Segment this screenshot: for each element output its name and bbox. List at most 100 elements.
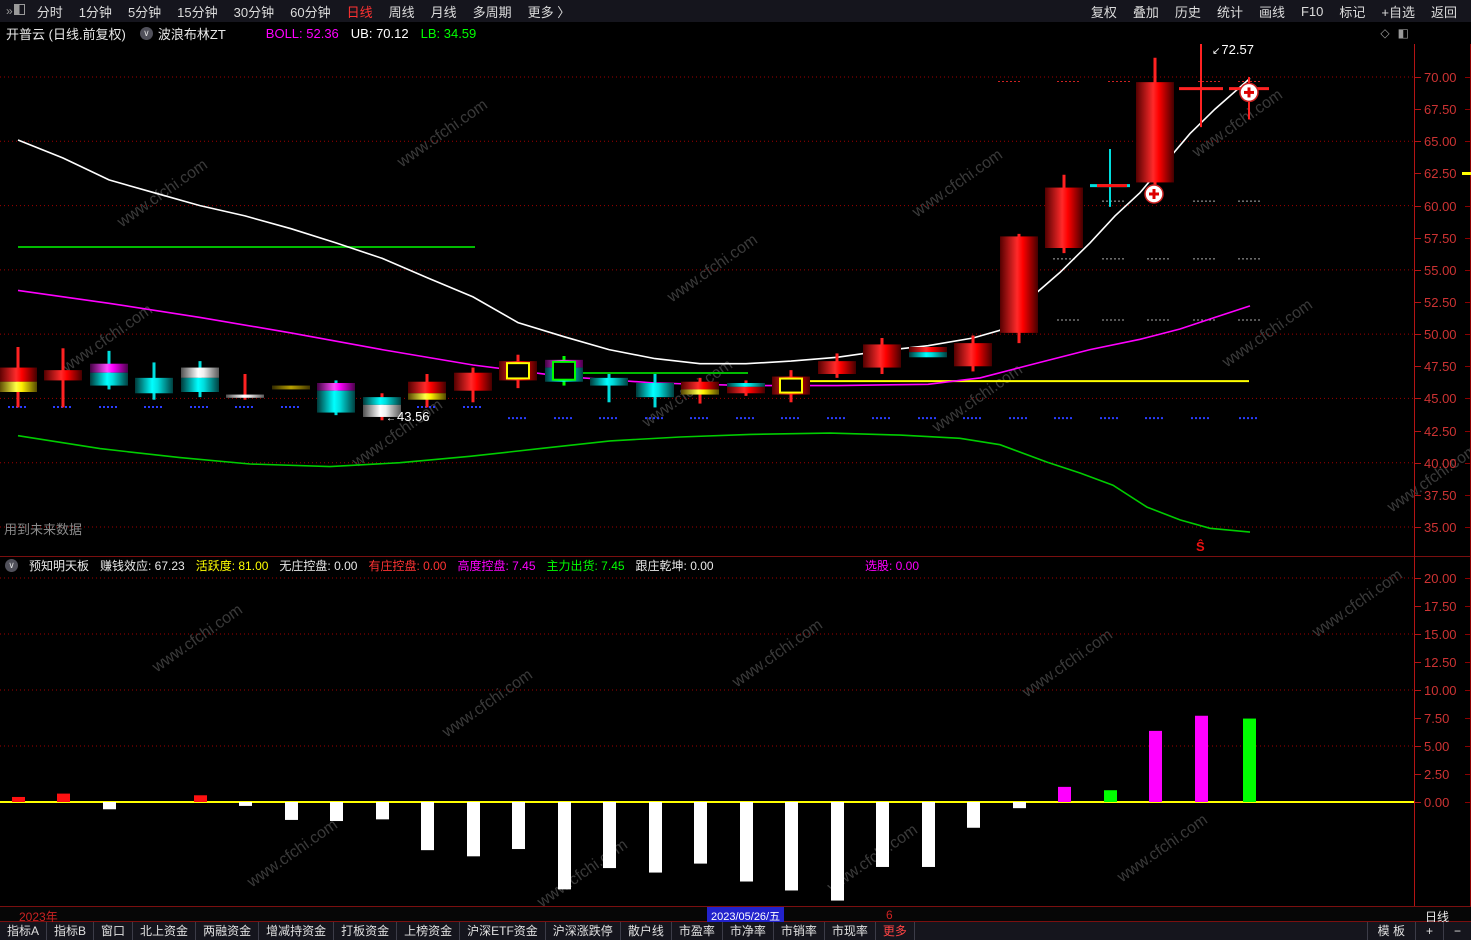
collapse-panel-icon[interactable]: »: [0, 4, 29, 18]
candle-body: [454, 372, 492, 391]
indicator-field: 无庄控盘: 0.00: [279, 558, 358, 573]
indicator-bar: [740, 802, 753, 882]
price-axis-label: 62.50: [1424, 166, 1457, 182]
indicator-axis-label: 2.50: [1424, 767, 1450, 782]
indicator-tab-窗口[interactable]: 窗口: [94, 922, 134, 940]
template-button-模 板[interactable]: 模 板: [1366, 922, 1415, 940]
timeframe-tab-日线[interactable]: 日线: [346, 4, 373, 20]
timeframe-tab-15分钟[interactable]: 15分钟: [177, 4, 218, 20]
candle-body: [681, 389, 719, 395]
candle-body: [181, 377, 219, 392]
indicator-tab-沪深ETF资金[interactable]: 沪深ETF资金: [460, 922, 546, 940]
panel-layout-icon[interactable]: ◧: [1397, 26, 1409, 40]
candle-body: [1136, 82, 1174, 183]
timeframe-tab-月线[interactable]: 月线: [430, 4, 457, 20]
price-axis-label: 55.00: [1424, 262, 1457, 278]
indicator-tab-指标A[interactable]: 指标A: [0, 922, 48, 940]
main-indicator-name[interactable]: 波浪布林ZT: [157, 26, 226, 42]
indicator-bar: [376, 802, 389, 820]
action-+自选[interactable]: +自选: [1381, 4, 1415, 20]
indicator-tab-指标B[interactable]: 指标B: [47, 922, 95, 940]
template-button-+[interactable]: +: [1414, 922, 1443, 940]
indicator-field: 预知明天板: [29, 558, 90, 573]
high-price-label: ↙72.57: [1212, 42, 1254, 57]
indicator-axis-label: 0.00: [1424, 795, 1450, 810]
indicator-panel-dropdown-icon[interactable]: ∨: [5, 558, 18, 572]
timeframe-tab-多周期[interactable]: 多周期: [472, 4, 512, 20]
lb-value: LB: 34.59: [420, 25, 477, 41]
indicator-field: 高度控盘: 7.45: [457, 558, 536, 573]
indicator-tab-更多[interactable]: 更多: [876, 922, 915, 940]
selected-date-badge[interactable]: 2023/05/26/五: [707, 907, 785, 925]
template-button-−[interactable]: −: [1442, 922, 1471, 940]
count-label: 6: [886, 908, 893, 922]
action-叠加[interactable]: 叠加: [1132, 4, 1159, 20]
timeframe-tab-分时[interactable]: 分时: [36, 4, 63, 20]
indicator-tab-北上资金[interactable]: 北上资金: [133, 922, 197, 940]
indicator-tab-沪深涨跌停[interactable]: 沪深涨跌停: [546, 922, 621, 940]
indicator-tab-两融资金[interactable]: 两融资金: [196, 922, 260, 940]
indicator-axis-label: 17.50: [1424, 599, 1457, 614]
main-chart-canvas: [0, 44, 1414, 533]
price-axis-label: 45.00: [1424, 391, 1457, 407]
candle-body: [408, 393, 446, 400]
indicator-bar: [103, 802, 116, 810]
title-row-icons: ◇ ◧: [1380, 26, 1409, 40]
candle-body: [226, 394, 264, 398]
timeframe-tab-60分钟[interactable]: 60分钟: [290, 4, 331, 20]
indicator-tab-打板资金[interactable]: 打板资金: [334, 922, 398, 940]
indicator-bar: [512, 802, 525, 850]
indicator-bar: [285, 802, 298, 820]
action-标记[interactable]: 标记: [1339, 4, 1366, 20]
action-F10[interactable]: F10: [1300, 3, 1324, 19]
price-axis-label: 35.00: [1424, 519, 1457, 535]
indicator-bar: [785, 802, 798, 891]
action-历史[interactable]: 历史: [1174, 4, 1201, 20]
indicator-tab-散户线[interactable]: 散户线: [621, 922, 672, 940]
indicator-tab-市盈率[interactable]: 市盈率: [672, 922, 723, 940]
year-label: 2023年: [19, 910, 58, 924]
indicator-bar: [1058, 786, 1071, 802]
price-axis-label: 65.00: [1424, 134, 1457, 150]
indicator-tab-增减持资金[interactable]: 增减持资金: [259, 922, 335, 940]
date-axis-bar: 2023年 2023/05/26/五 6 日线: [0, 906, 1471, 925]
indicator-tabs-toolbar: 指标A 指标B 窗口 北上资金 两融资金 增减持资金 打板资金 上榜资金 沪深ETF资金 沪深涨跌…: [0, 922, 1471, 940]
action-统计[interactable]: 统计: [1216, 4, 1243, 20]
panel-separator[interactable]: [0, 556, 1471, 557]
timeframe-tab-1分钟[interactable]: 1分钟: [78, 4, 112, 20]
timeframe-tab-周线[interactable]: 周线: [388, 4, 415, 20]
indicator-bar: [194, 795, 207, 802]
timeframe-tab-30分钟[interactable]: 30分钟: [233, 4, 275, 20]
timeframe-tab-5分钟[interactable]: 5分钟: [127, 4, 162, 20]
indicator-bar: [467, 802, 480, 857]
timeframe-tab-更多 〉[interactable]: 更多 〉: [527, 4, 571, 20]
action-返回[interactable]: 返回: [1430, 4, 1457, 20]
indicator-bar: [967, 802, 980, 828]
diamond-icon[interactable]: ◇: [1380, 26, 1390, 40]
indicator-dropdown-icon[interactable]: ∨: [139, 26, 153, 40]
candle-body: [272, 385, 310, 390]
chart-action-buttons: 复权 叠加 历史 统计 画线 F10 标记 +自选 返回: [1083, 0, 1465, 22]
main-candlestick-chart[interactable]: ↙72.57 ←43.56 Ŝ 用到未来数据: [0, 42, 1414, 556]
indicator-tab-市销率[interactable]: 市销率: [774, 922, 825, 940]
indicator-field: 跟庄乾坤: 0.00: [635, 558, 714, 573]
action-画线[interactable]: 画线: [1258, 4, 1285, 20]
timeframe-tab-list: 分时 1分钟 5分钟 15分钟 30分钟 60分钟 日线 周线 月线 多周期 更多 〉: [29, 2, 579, 21]
indicator-tab-市净率[interactable]: 市净率: [723, 922, 774, 940]
candle-body: [1045, 187, 1083, 248]
candle-body: [863, 344, 901, 368]
indicator-tab-上榜资金[interactable]: 上榜资金: [397, 922, 461, 940]
indicator-bar: [922, 802, 935, 867]
indicator-bar: [831, 802, 844, 901]
candle-body: [636, 382, 674, 398]
candle-body: [135, 377, 173, 394]
candle-body: [0, 367, 37, 382]
ub-value: UB: 70.12: [350, 25, 409, 41]
indicator-bar: [1195, 715, 1208, 802]
indicator-panel-canvas[interactable]: [0, 573, 1414, 906]
line-UB: [17, 77, 1251, 365]
indicator-tab-市现率[interactable]: 市现率: [825, 922, 876, 940]
candle-body: [408, 381, 446, 394]
indicator-bar: [421, 802, 434, 851]
action-复权[interactable]: 复权: [1090, 4, 1117, 20]
